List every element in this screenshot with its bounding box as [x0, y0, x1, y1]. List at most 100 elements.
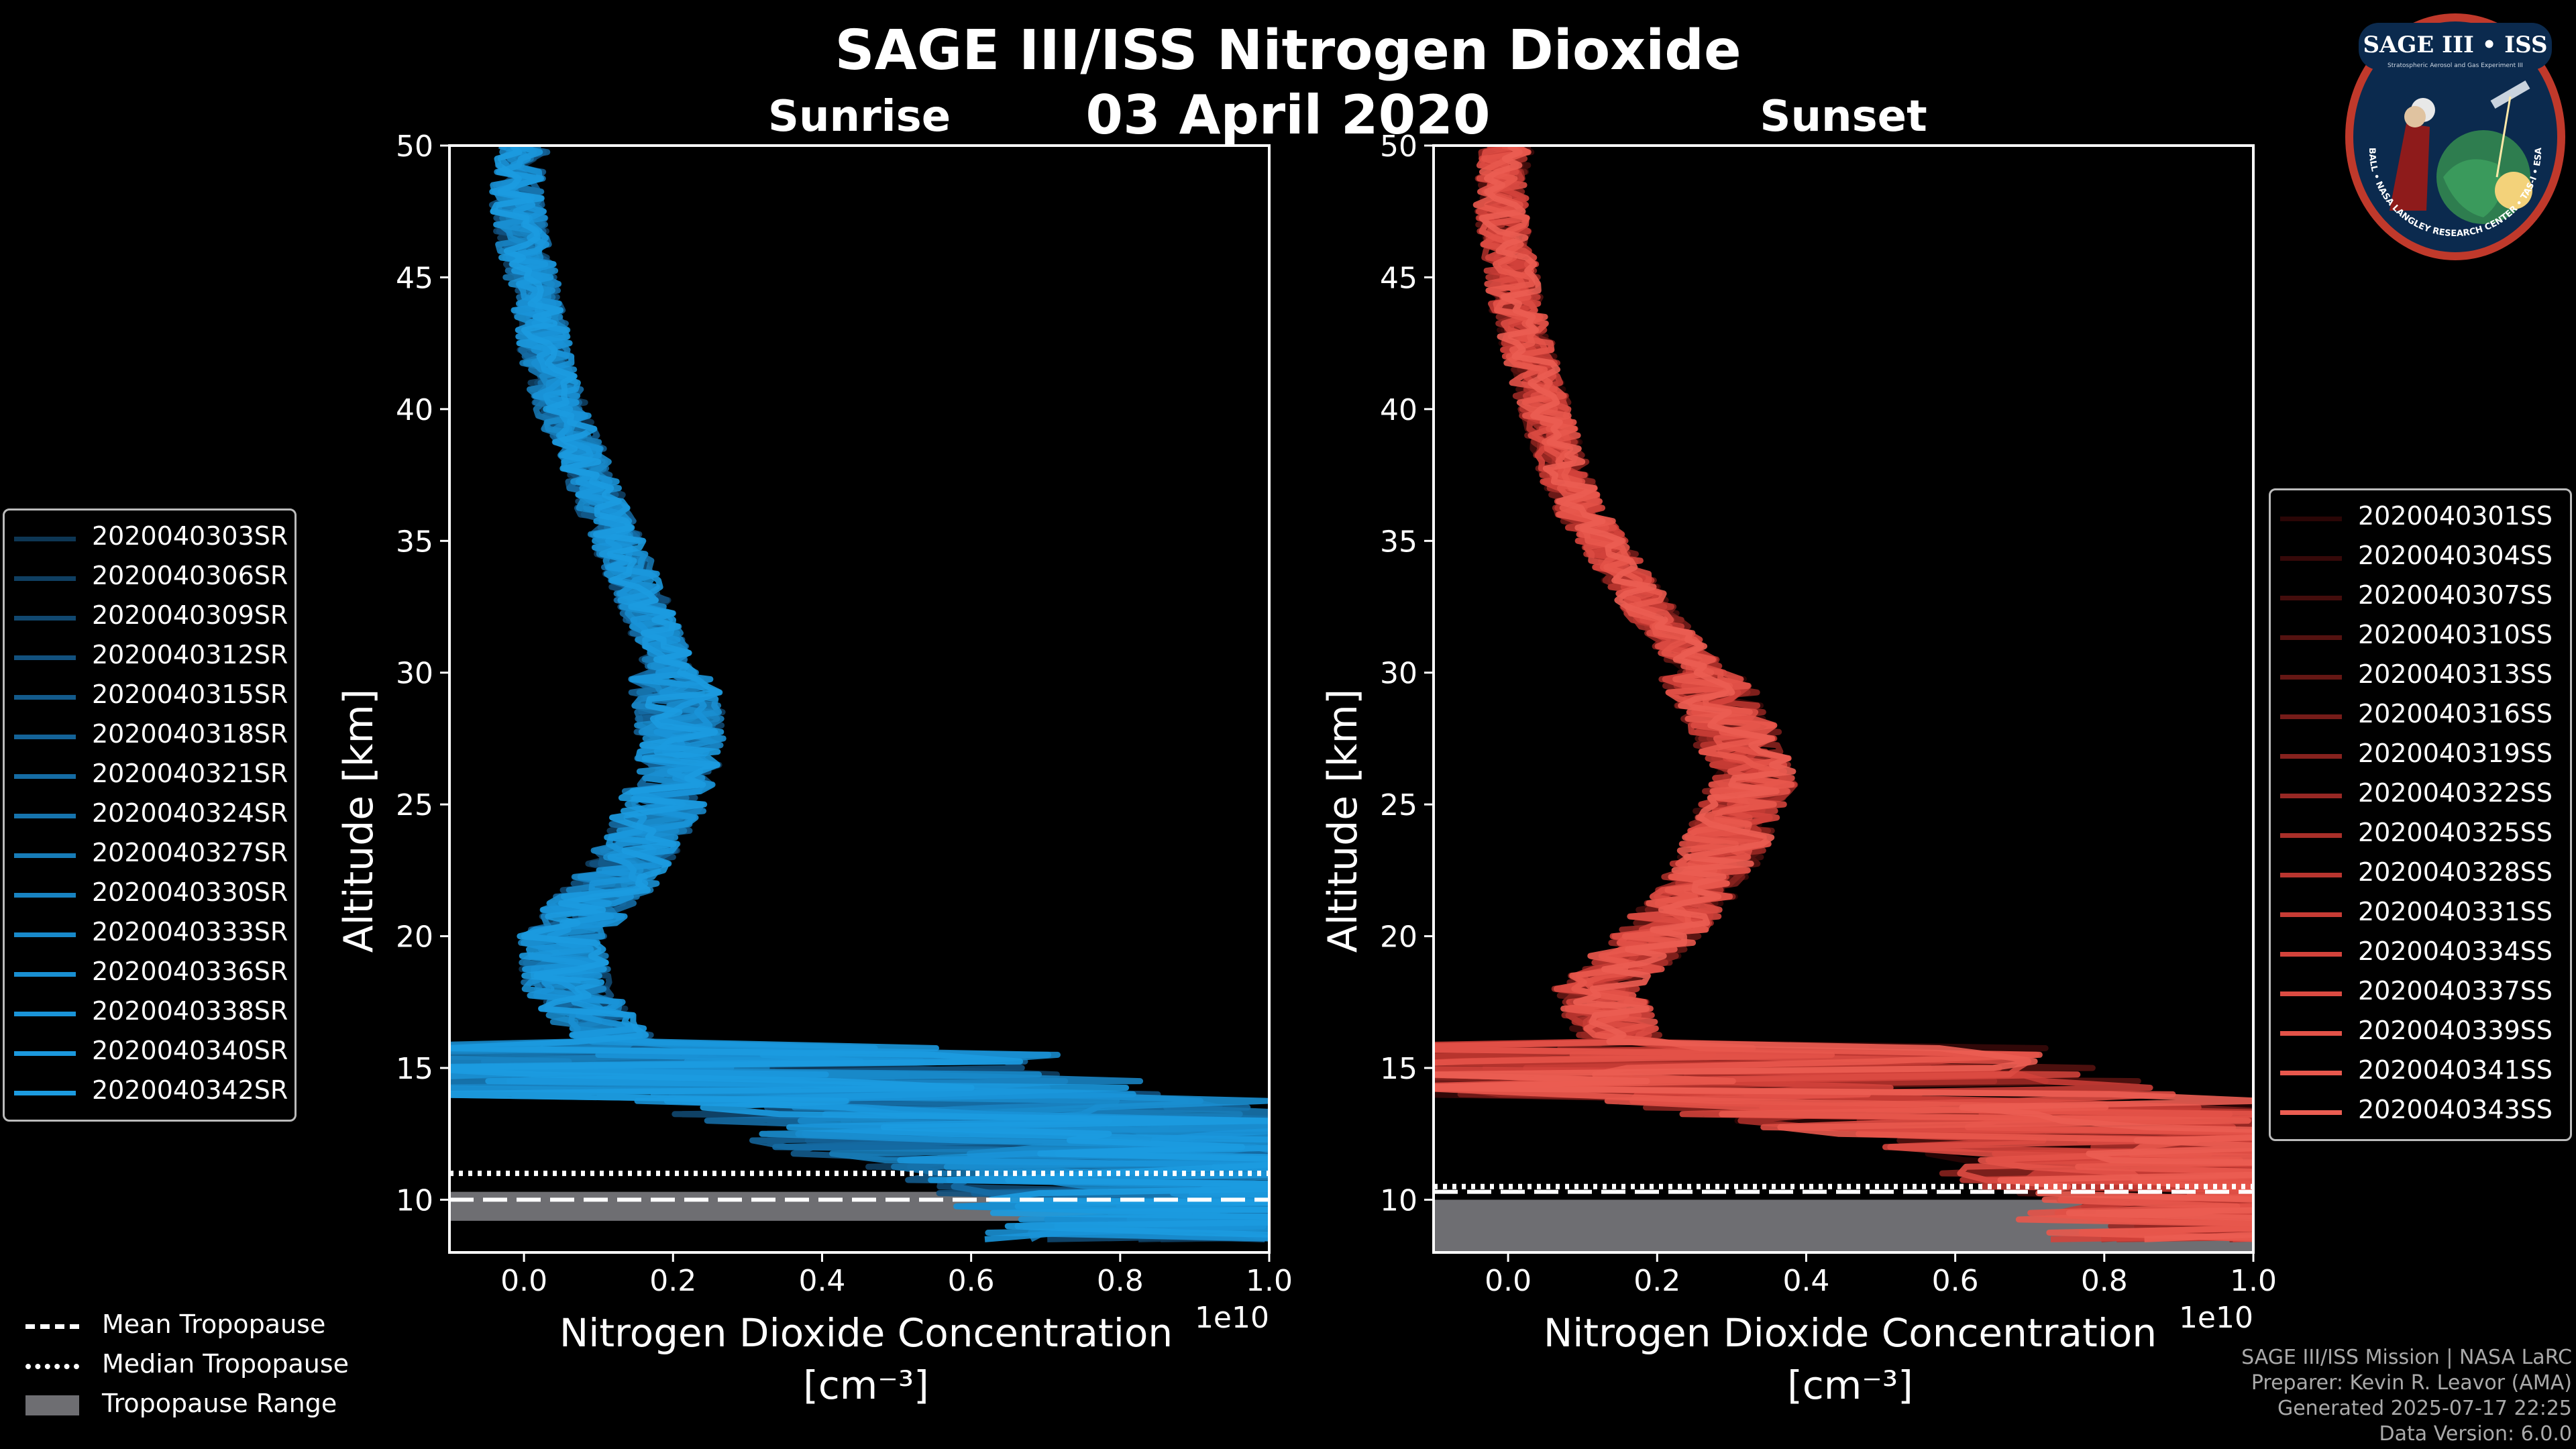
tropopause-legend-label: Tropopause Range [102, 1389, 337, 1418]
x-tick-label: 0.6 [1932, 1264, 1979, 1298]
legend-swatch [14, 932, 76, 937]
series-line-2020040343SS [1434, 146, 2253, 1242]
x-axis-units: [cm⁻³] [803, 1362, 929, 1408]
y-tick-label: 10 [396, 1183, 433, 1218]
logo-title: SAGE III • ISS [2363, 32, 2547, 58]
legend-label: 2020040339SS [2358, 1016, 2553, 1045]
legend-item: 2020040340SR [5, 1033, 294, 1073]
tropopause-legend-item: Tropopause Range [20, 1387, 396, 1424]
legend-swatch [2280, 635, 2342, 640]
legend-label: 2020040330SR [92, 877, 288, 907]
tropopause-legend-item: Mean Tropopause [20, 1308, 396, 1345]
legend-item: 2020040334SS [2271, 934, 2570, 973]
plot-area-left [449, 146, 1269, 1242]
logo-subtitle: Stratospheric Aerosol and Gas Experiment… [2387, 62, 2523, 69]
legend-swatch [14, 774, 76, 779]
panel-right: 0.0 0.2 0.4 0.6 0.8 1.0 10 15 20 25 30 35 40 45 50 Suns… [1320, 92, 2277, 1408]
logo-title-band [2359, 23, 2552, 70]
logo-figure-head [2404, 106, 2426, 127]
x-scale-offset: 1e10 [1195, 1301, 1269, 1335]
legend-item: 2020040303SR [5, 519, 294, 558]
legend-label: 2020040338SR [92, 996, 288, 1026]
legend-label: 2020040336SR [92, 957, 288, 986]
legend-swatch [14, 853, 76, 858]
sunrise-legend: 2020040303SR 2020040306SR 2020040309SR 2020… [3, 508, 297, 1122]
legend-item: 2020040301SS [2271, 498, 2570, 538]
y-axis-label: Altitude [km] [335, 689, 382, 953]
legend-label: 2020040306SR [92, 561, 288, 590]
series-line-2020040342SR [449, 146, 1269, 1238]
sunset-legend: 2020040301SS 2020040304SS 2020040307SS 2020… [2269, 488, 2572, 1141]
sage-iii-iss-logo: SAGE III • ISS Stratospheric Aerosol and… [2345, 13, 2565, 260]
legend-swatch [14, 814, 76, 818]
legend-item: 2020040342SR [5, 1073, 294, 1112]
legend-label: 2020040334SS [2358, 936, 2553, 966]
legend-label: 2020040304SS [2358, 541, 2553, 570]
legend-item: 2020040313SS [2271, 657, 2570, 696]
legend-swatch [14, 893, 76, 898]
legend-item: 2020040339SS [2271, 1013, 2570, 1053]
x-axis-label: Nitrogen Dioxide Concentration [559, 1310, 1173, 1356]
x-tick-label: 0.4 [1782, 1264, 1829, 1298]
y-tick-label: 30 [396, 657, 433, 691]
logo-iss-station [2490, 80, 2530, 109]
x-scale-offset: 1e10 [2179, 1301, 2253, 1335]
legend-swatch [2280, 754, 2342, 759]
legend-swatch [14, 735, 76, 739]
legend-item: 2020040306SR [5, 558, 294, 598]
x-axis-units: [cm⁻³] [1787, 1362, 1913, 1408]
legend-item: 2020040338SR [5, 994, 294, 1033]
panel-left: 0.0 0.2 0.4 0.6 0.8 1.0 10 15 20 25 30 35 40 45 50 Sunr… [335, 92, 1293, 1408]
legend-item: 2020040322SS [2271, 775, 2570, 815]
panel-title-left: Sunrise [768, 92, 951, 142]
logo-figure-robe [2390, 123, 2430, 211]
credit-preparer: Preparer: Kevin R. Leavor (AMA) [2251, 1371, 2572, 1395]
tropopause-legend-swatch [25, 1364, 79, 1369]
credit-generated: Generated 2025-07-17 22:25 [2277, 1397, 2572, 1420]
legend-label: 2020040318SR [92, 719, 288, 749]
axes-frame-right [1432, 144, 2255, 1254]
x-tick-label: 0.0 [1485, 1264, 1532, 1298]
legend-swatch [2280, 1110, 2342, 1115]
y-tick-label: 45 [1380, 261, 1417, 295]
x-tick-label: 0.8 [2081, 1264, 2128, 1298]
y-tick-label: 40 [1380, 393, 1417, 427]
axes-frame-left [448, 144, 1271, 1254]
legend-label: 2020040327SR [92, 838, 288, 867]
legend-swatch [2280, 1071, 2342, 1075]
legend-item: 2020040325SS [2271, 815, 2570, 855]
legend-item: 2020040337SS [2271, 973, 2570, 1013]
legend-label: 2020040333SR [92, 917, 288, 947]
y-tick-label: 50 [396, 129, 433, 164]
y-tick-label: 30 [1380, 657, 1417, 691]
legend-label: 2020040303SR [92, 521, 288, 551]
legend-label: 2020040328SS [2358, 857, 2553, 887]
legend-label: 2020040301SS [2358, 501, 2553, 531]
legend-item: 2020040318SR [5, 716, 294, 756]
y-tick-label: 45 [396, 261, 433, 295]
legend-item: 2020040336SR [5, 954, 294, 994]
tropopause-legend: Mean Tropopause Median Tropopause Tropopau… [20, 1308, 396, 1429]
legend-swatch [2280, 596, 2342, 600]
legend-swatch [2280, 912, 2342, 917]
legend-swatch [14, 537, 76, 541]
legend-swatch [14, 1012, 76, 1016]
legend-swatch [14, 655, 76, 660]
legend-item: 2020040310SS [2271, 617, 2570, 657]
legend-item: 2020040321SR [5, 756, 294, 796]
y-tick-label: 20 [1380, 920, 1417, 955]
logo-sun [2495, 172, 2532, 209]
legend-item: 2020040343SS [2271, 1092, 2570, 1132]
legend-swatch [2280, 675, 2342, 680]
y-tick-label: 15 [396, 1052, 433, 1086]
plot-area-right [1434, 146, 2253, 1252]
x-tick-label: 0.2 [1633, 1264, 1680, 1298]
legend-label: 2020040309SR [92, 600, 288, 630]
x-tick-label: 0.6 [948, 1264, 995, 1298]
legend-swatch [2280, 517, 2342, 521]
legend-item: 2020040319SS [2271, 736, 2570, 775]
y-tick-label: 50 [1380, 129, 1417, 164]
legend-swatch [2280, 556, 2342, 561]
tropopause-legend-item: Median Tropopause [20, 1348, 396, 1385]
